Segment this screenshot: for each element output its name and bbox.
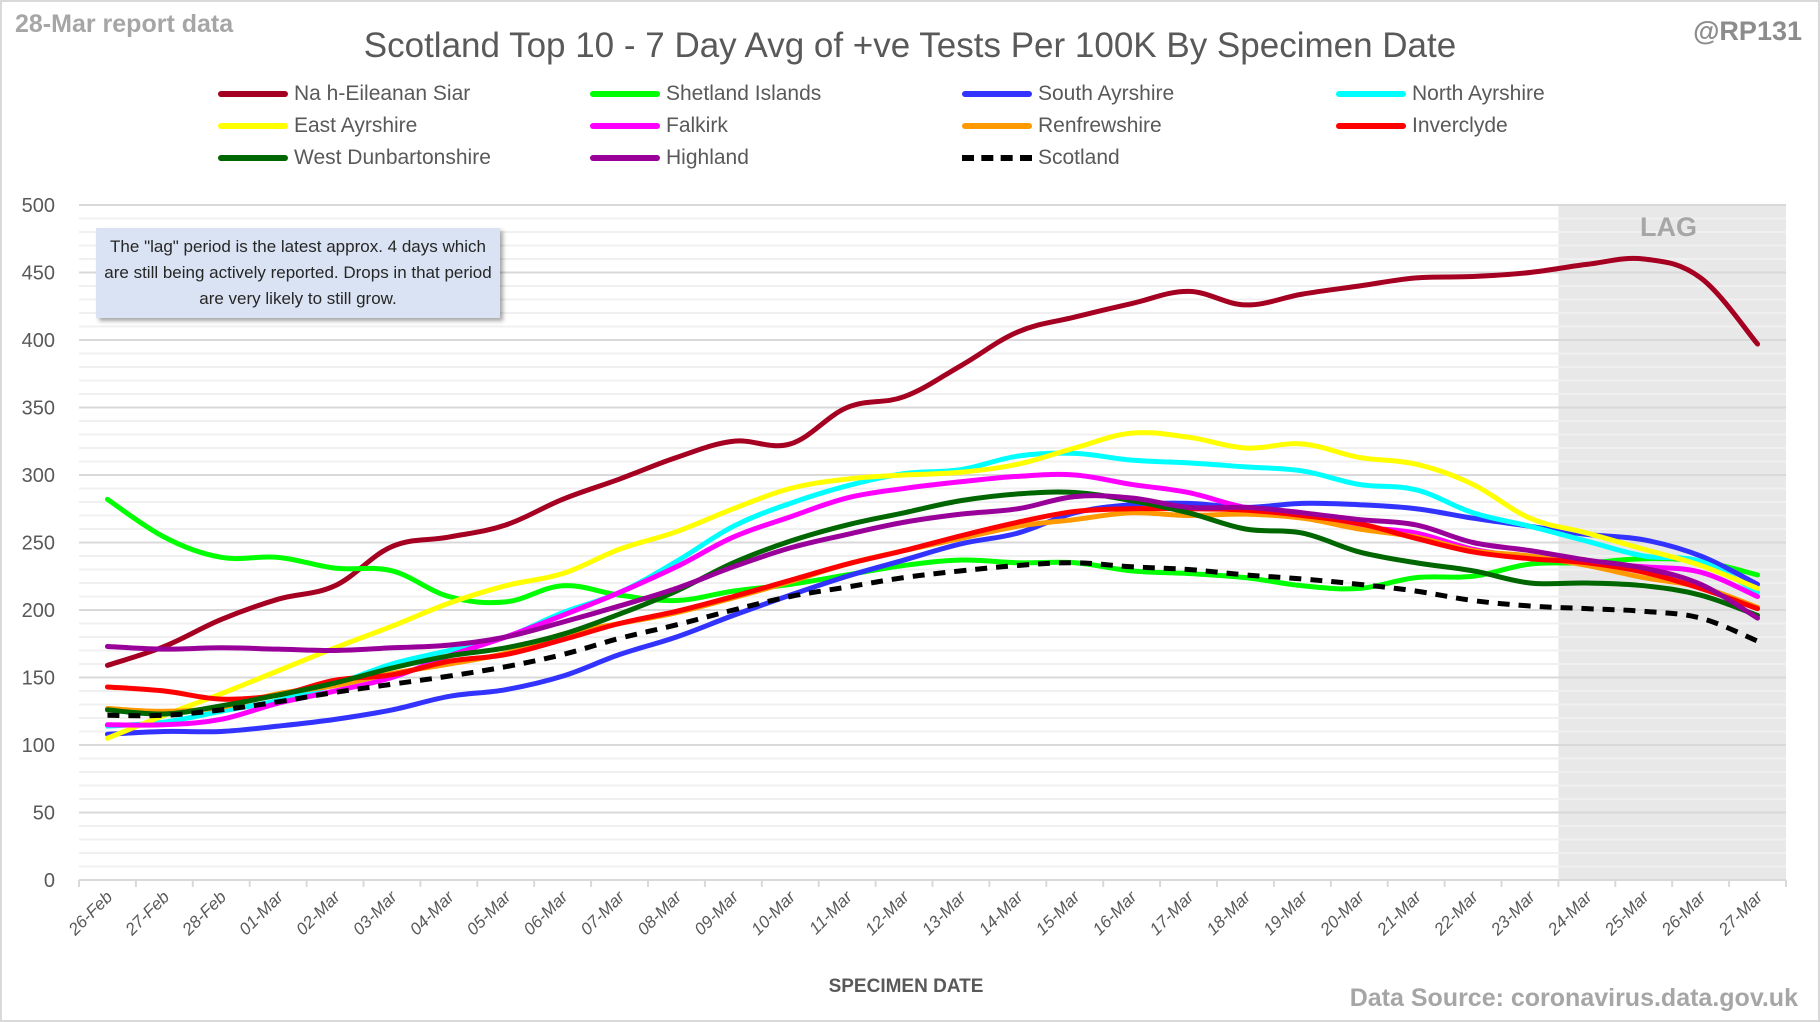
legend-label: Inverclyde bbox=[1412, 114, 1508, 137]
y-axis-ticks: 0 50 100 150 200 250 300 350 400 450 500 bbox=[22, 195, 55, 892]
legend-label: West Dunbartonshire bbox=[294, 146, 491, 169]
x-tick-label: 15-Mar bbox=[1032, 886, 1084, 938]
x-axis-title: SPECIMEN DATE bbox=[828, 976, 984, 997]
report-date-label: 28-Mar report data bbox=[15, 10, 234, 38]
x-tick-label: 05-Mar bbox=[463, 886, 515, 938]
x-tick-label: 22-Mar bbox=[1430, 886, 1483, 939]
series-line-inverclyde bbox=[104, 505, 1761, 702]
series-line-na-h-eileanan-siar bbox=[104, 255, 1761, 668]
x-tick-label: 23-Mar bbox=[1487, 886, 1540, 939]
x-tick-label: 27-Feb bbox=[121, 887, 173, 939]
x-tick-label: 08-Mar bbox=[634, 886, 686, 938]
legend-item-renfrewshire: Renfrewshire bbox=[962, 112, 1162, 140]
x-tick-label: 06-Mar bbox=[520, 886, 572, 938]
x-tick-label: 14-Mar bbox=[975, 886, 1027, 938]
series-line-east-ayrshire bbox=[104, 430, 1761, 741]
legend-item-north-ayrshire: North Ayrshire bbox=[1336, 80, 1545, 108]
x-tick-label: 17-Mar bbox=[1146, 886, 1198, 938]
legend-label: Highland bbox=[666, 146, 749, 169]
y-tick-label: 500 bbox=[22, 195, 55, 217]
x-tick-label: 28-Feb bbox=[178, 887, 230, 939]
x-tick-label: 10-Mar bbox=[748, 886, 800, 938]
legend-swatch bbox=[218, 91, 288, 97]
x-tick-label: 24-Mar bbox=[1543, 886, 1596, 939]
x-tick-label: 01-Mar bbox=[235, 886, 287, 938]
x-tick-label: 02-Mar bbox=[292, 886, 344, 938]
y-tick-label: 350 bbox=[22, 398, 55, 420]
x-tick-label: 20-Mar bbox=[1316, 886, 1369, 939]
y-tick-label: 250 bbox=[22, 533, 55, 555]
chart-title: Scotland Top 10 - 7 Day Avg of +ve Tests… bbox=[363, 26, 1457, 65]
series-line-shetland-islands bbox=[104, 496, 1761, 606]
legend-item-east-ayrshire: East Ayrshire bbox=[218, 112, 417, 140]
series-line-west-dunbartonshire bbox=[104, 489, 1761, 717]
legend-label: Renfrewshire bbox=[1038, 114, 1162, 137]
x-tick-label: 26-Feb bbox=[64, 887, 116, 939]
legend-swatch bbox=[962, 91, 1032, 97]
x-tick-label: 09-Mar bbox=[691, 886, 743, 938]
legend-swatch bbox=[962, 123, 1032, 129]
y-tick-label: 300 bbox=[22, 465, 55, 487]
legend-label: Na h-Eileanan Siar bbox=[294, 82, 471, 105]
legend-swatch bbox=[1336, 91, 1406, 97]
data-source-label: Data Source: coronavirus.data.gov.uk bbox=[1349, 984, 1798, 1012]
x-tick-label: 26-Mar bbox=[1657, 886, 1710, 939]
legend-item-highland: Highland bbox=[590, 144, 749, 172]
legend-item-na-h-eileanan-siar: Na h-Eileanan Siar bbox=[218, 80, 470, 108]
x-tick-label: 18-Mar bbox=[1203, 886, 1255, 938]
x-tick-label: 04-Mar bbox=[406, 886, 458, 938]
legend-label: Scotland bbox=[1038, 146, 1120, 169]
y-tick-label: 50 bbox=[33, 803, 55, 825]
y-tick-label: 100 bbox=[22, 735, 55, 757]
y-tick-label: 400 bbox=[22, 330, 55, 352]
series-line-highland bbox=[104, 493, 1761, 654]
legend-item-shetland-islands: Shetland Islands bbox=[590, 80, 821, 108]
y-tick-label: 200 bbox=[22, 600, 55, 622]
x-tick-label: 21-Mar bbox=[1373, 886, 1426, 939]
legend-item-scotland: Scotland bbox=[962, 144, 1120, 172]
series-line-scotland bbox=[107, 560, 1759, 719]
x-tick-label: 12-Mar bbox=[861, 886, 913, 938]
x-tick-label: 11-Mar bbox=[805, 886, 857, 938]
legend-item-falkirk: Falkirk bbox=[590, 112, 728, 140]
y-tick-label: 150 bbox=[22, 668, 55, 690]
x-tick-label: 25-Mar bbox=[1600, 886, 1653, 939]
lag-label: LAG bbox=[1640, 212, 1697, 242]
legend-swatch bbox=[590, 91, 660, 97]
x-tick-label: 07-Mar bbox=[577, 886, 629, 938]
legend-swatch bbox=[218, 155, 288, 161]
legend-label: Falkirk bbox=[666, 114, 728, 137]
y-tick-label: 0 bbox=[44, 870, 55, 892]
x-tick-label: 27-Mar bbox=[1714, 886, 1767, 939]
legend-item-inverclyde: Inverclyde bbox=[1336, 112, 1508, 140]
y-tick-label: 450 bbox=[22, 263, 55, 285]
series-line-south-ayrshire bbox=[104, 500, 1761, 737]
legend-swatch bbox=[590, 123, 660, 129]
legend-item-south-ayrshire: South Ayrshire bbox=[962, 80, 1174, 108]
legend-label: East Ayrshire bbox=[294, 114, 418, 137]
series-line-falkirk bbox=[104, 471, 1761, 728]
author-handle: @RP131 bbox=[1693, 16, 1802, 46]
legend-label: Shetland Islands bbox=[666, 82, 822, 105]
legend-label: North Ayrshire bbox=[1412, 82, 1545, 105]
legend-swatch bbox=[962, 155, 1032, 161]
legend-item-west-dunbartonshire: West Dunbartonshire bbox=[218, 144, 491, 172]
legend-swatch bbox=[218, 123, 288, 129]
x-tick-label: 19-Mar bbox=[1260, 886, 1312, 938]
x-axis: 26-Feb 27-Feb 28-Feb 01-Mar 02-Mar 03-Mar 04-M… bbox=[64, 879, 1787, 940]
lag-explanation-note: The "lag" period is the latest approx. 4… bbox=[96, 228, 500, 318]
x-tick-label: 16-Mar bbox=[1089, 886, 1141, 938]
x-tick-label: 03-Mar bbox=[349, 886, 401, 938]
legend-label: South Ayrshire bbox=[1038, 82, 1175, 105]
legend-swatch bbox=[1336, 123, 1406, 129]
series-lines bbox=[104, 255, 1761, 741]
x-tick-label: 13-Mar bbox=[918, 886, 970, 938]
legend-swatch bbox=[590, 155, 660, 161]
